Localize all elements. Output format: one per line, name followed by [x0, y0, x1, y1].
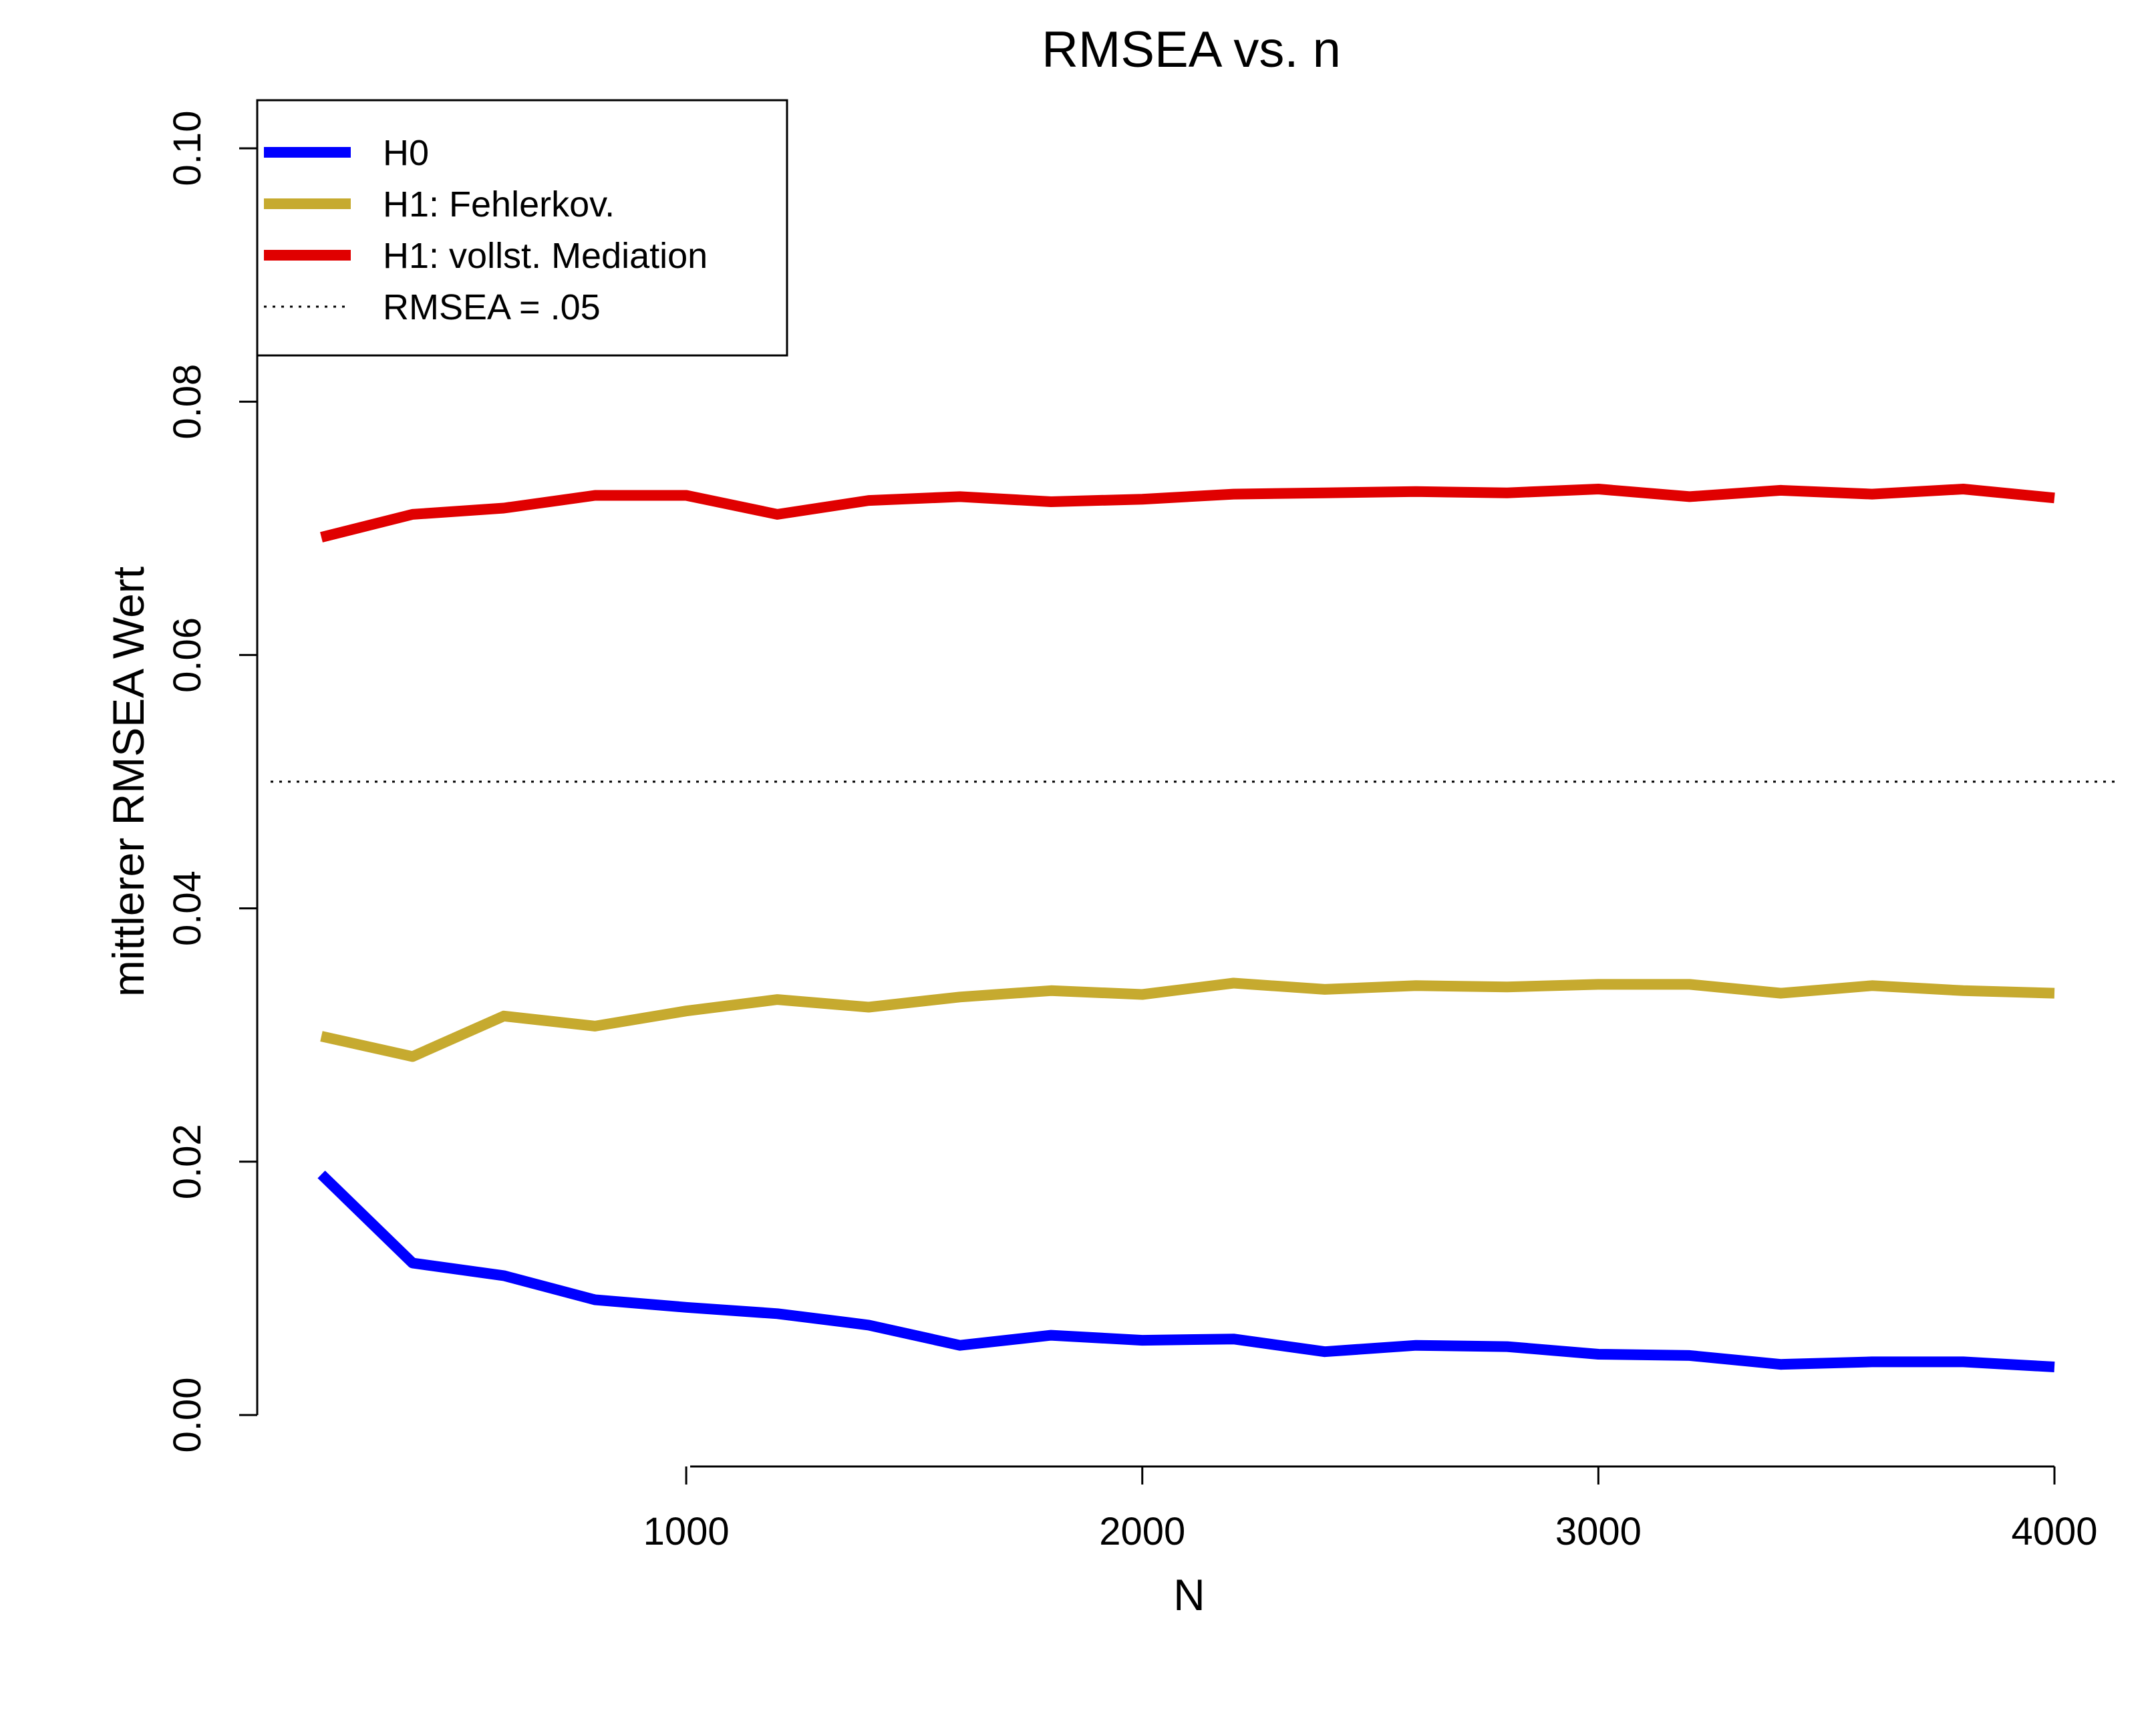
- series-line-2: [320, 484, 2055, 542]
- x-ticks: 1000 2000 3000 4000: [643, 1466, 2098, 1553]
- legend-label-2: H1: vollst. Mediation: [383, 236, 708, 276]
- y-axis-label: mittlerer RMSEA Wert: [104, 567, 153, 997]
- series-line-1: [320, 977, 2055, 1062]
- series-line-0: [317, 1171, 2055, 1372]
- series-group: [317, 484, 2055, 1372]
- y-tick-label: 0.08: [166, 364, 209, 440]
- y-axis: 0.00 0.02 0.04 0.06 0.08 0.10: [166, 111, 259, 1453]
- x-tick-label: 2000: [1099, 1510, 1185, 1553]
- y-tick-label: 0.04: [166, 871, 209, 946]
- chart-title: RMSEA vs. n: [1042, 21, 1341, 78]
- x-tick-label: 1000: [643, 1510, 730, 1553]
- legend-label-1: H1: Fehlerkov.: [383, 184, 615, 224]
- x-tick-label: 3000: [1555, 1510, 1642, 1553]
- y-tick-label: 0.00: [166, 1378, 209, 1453]
- x-axis: 1000 2000 3000 4000: [643, 1465, 2098, 1553]
- legend: H0 H1: Fehlerkov. H1: vollst. Mediation RMS…: [256, 99, 788, 357]
- y-tick-label: 0.02: [166, 1124, 209, 1199]
- legend-label-0: H0: [383, 133, 429, 173]
- legend-box: [256, 99, 788, 357]
- y-tick-label: 0.06: [166, 617, 209, 693]
- x-tick-label: 4000: [2011, 1510, 2097, 1553]
- legend-label-reference: RMSEA = .05: [383, 287, 601, 327]
- x-axis-label: N: [1173, 1570, 1205, 1619]
- y-ticks: 0.00 0.02 0.04 0.06 0.08 0.10: [166, 111, 257, 1453]
- y-tick-label: 0.10: [166, 111, 209, 186]
- legend-items: H0 H1: Fehlerkov. H1: vollst. Mediation RMS…: [264, 133, 708, 327]
